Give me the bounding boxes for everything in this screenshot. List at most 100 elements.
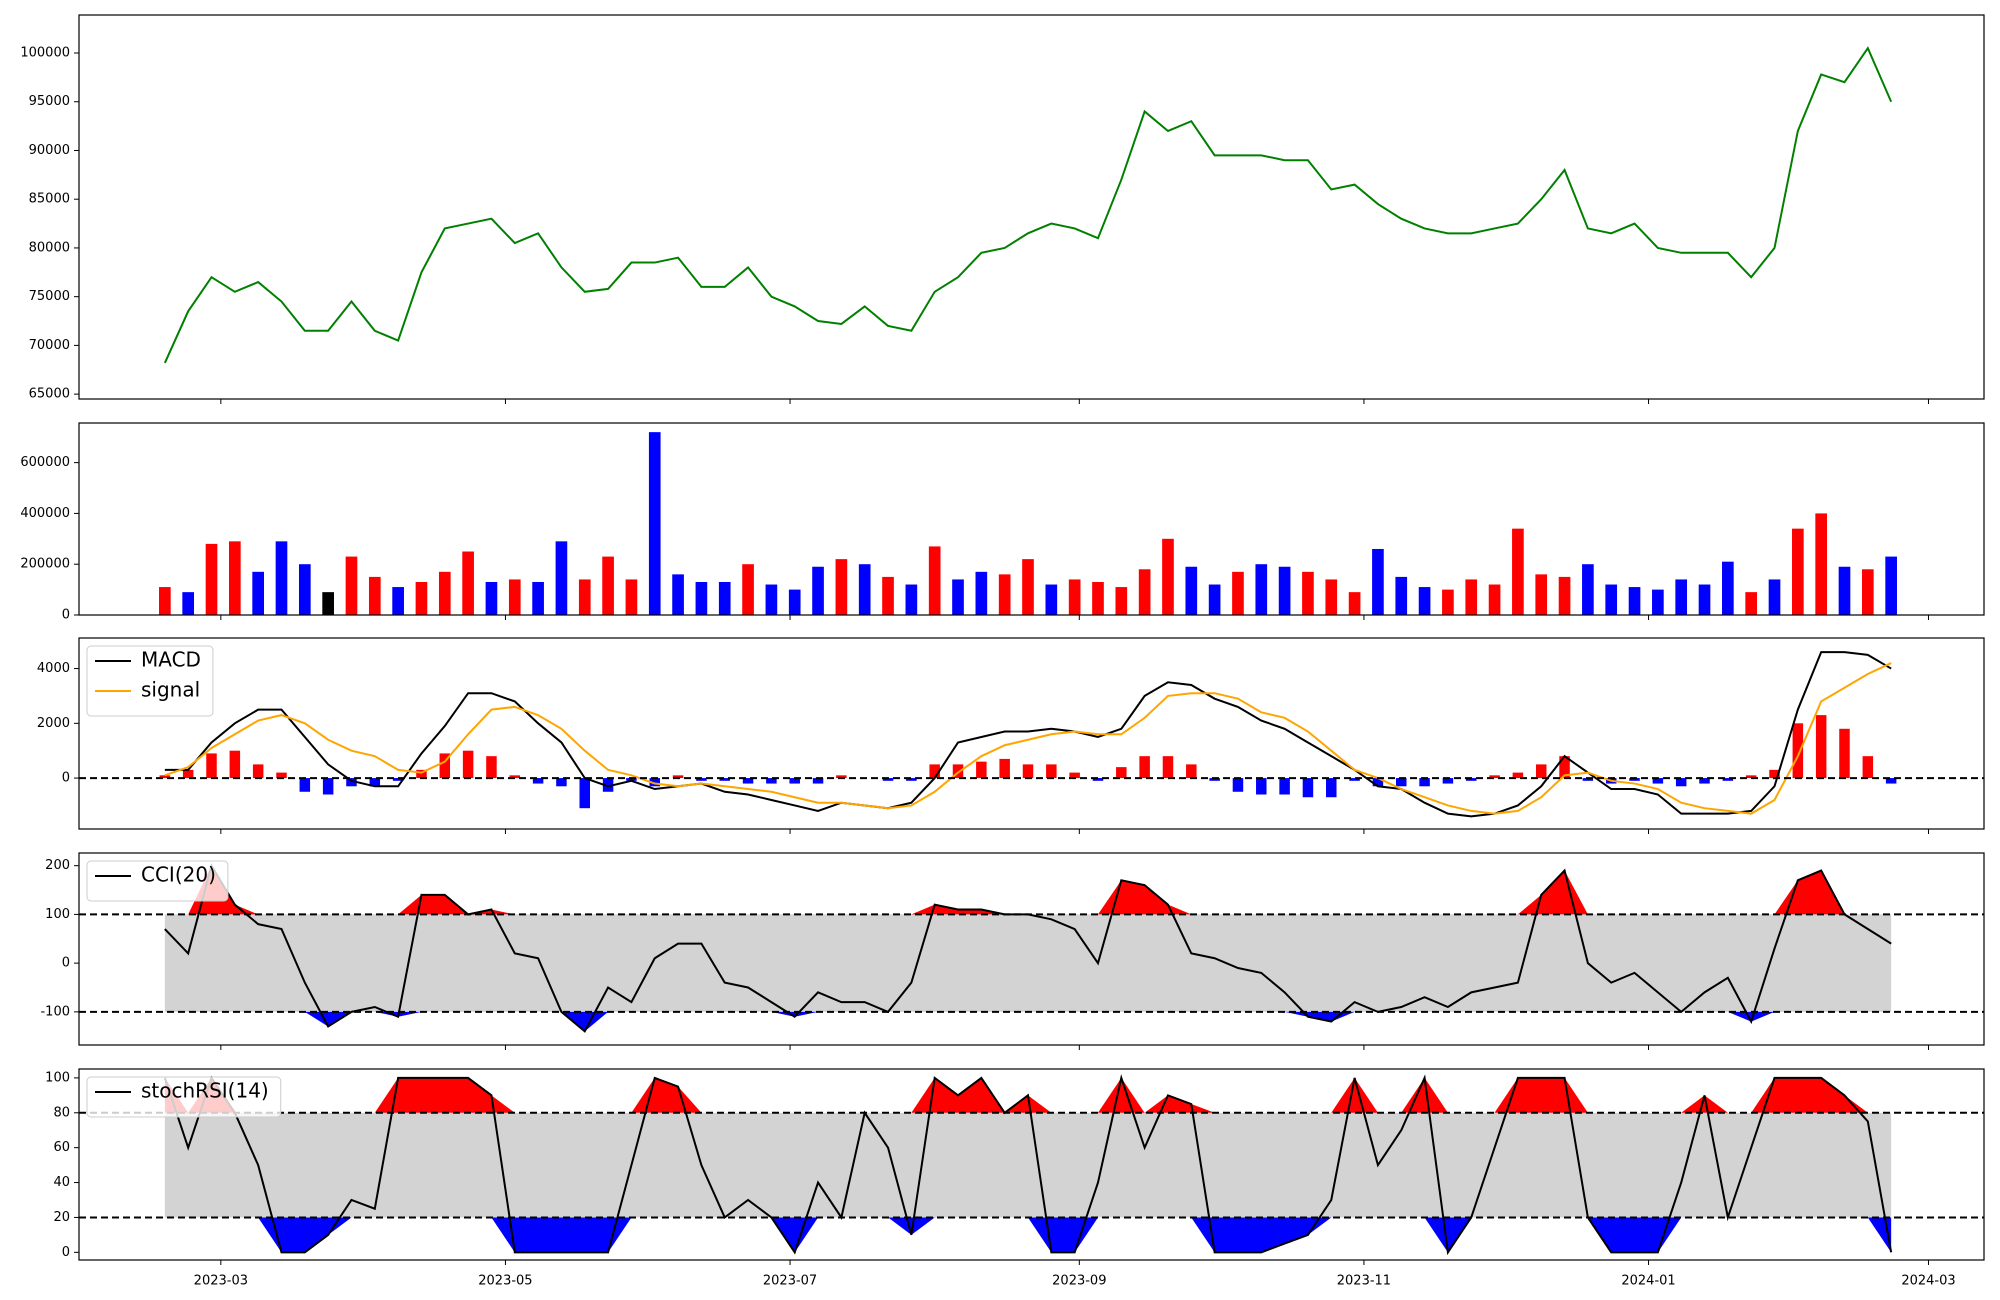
histogram-bar (252, 764, 264, 779)
volume-bar (952, 579, 964, 615)
histogram-bar (322, 778, 334, 795)
histogram-bar (346, 778, 357, 787)
y-tick-label: 75000 (29, 289, 70, 304)
histogram-bar (1302, 778, 1314, 798)
histogram-bar (836, 775, 847, 779)
volume-bar (159, 587, 171, 615)
volume-bar (672, 574, 684, 615)
series-line (164, 662, 1892, 815)
volume-bar (998, 574, 1011, 615)
volume-bar (1162, 538, 1174, 615)
volume-bar (1255, 564, 1268, 615)
volume-bar (392, 587, 404, 615)
volume-bar (252, 571, 264, 615)
histogram-bar (1022, 764, 1034, 779)
volume-bar (1302, 571, 1314, 615)
histogram-bar (1069, 772, 1080, 779)
histogram-bar (486, 756, 497, 779)
histogram-bar (1326, 778, 1337, 798)
volume-bar (345, 556, 358, 615)
histogram-bar (1186, 764, 1197, 779)
volume-bar (1208, 584, 1221, 615)
histogram-bar (1256, 778, 1267, 795)
panel-frame (78, 14, 1985, 400)
volume-bar (1675, 579, 1688, 615)
x-tick-label: 2024-03 (1901, 1274, 1955, 1289)
plot-area (79, 651, 1984, 818)
volume-bar (1325, 579, 1338, 615)
y-tick-label: 400000 (20, 506, 70, 521)
y-tick-label: 2000 (37, 716, 70, 731)
histogram-bar (229, 750, 241, 779)
volume-bar (1278, 566, 1291, 615)
plot-area (79, 1074, 1984, 1256)
legend: CCI(20) (86, 860, 229, 902)
histogram-bar (1046, 764, 1057, 779)
histogram-bar (789, 778, 800, 784)
volume-bar (1838, 566, 1851, 615)
overbought-fill (164, 865, 1892, 915)
x-tick-label: 2023-11 (1337, 1274, 1391, 1289)
histogram-bar (159, 775, 171, 779)
series-line (163, 1074, 1893, 1256)
plot-area (79, 863, 1984, 1033)
volume-bar (298, 564, 311, 615)
volume-bar (602, 556, 614, 615)
histogram-bar (1279, 778, 1290, 795)
histogram-bar (1162, 756, 1174, 779)
y-tick-label: 100 (45, 907, 70, 922)
histogram-bar (1722, 778, 1734, 781)
panel-frame (78, 637, 1985, 830)
volume-bar (742, 564, 754, 615)
y-tick-label: 4000 (37, 661, 70, 676)
y-tick-label: 200 (45, 858, 70, 873)
histogram-bar (509, 775, 521, 779)
volume-bar (1628, 587, 1641, 615)
histogram-bar (952, 764, 964, 779)
histogram-bar (602, 778, 614, 792)
x-tick-label: 2024-01 (1621, 1274, 1675, 1289)
y-tick-label: 0 (62, 1245, 70, 1260)
volume-bar (1372, 548, 1384, 615)
histogram-bar (532, 778, 544, 784)
volume-bar (1512, 528, 1524, 615)
volume-bar (1768, 579, 1781, 615)
histogram-bar (672, 775, 684, 779)
histogram-bar (1092, 778, 1104, 781)
legend-box (86, 1076, 282, 1118)
volume-bar (1395, 576, 1408, 615)
volume-bar (1092, 581, 1104, 615)
histogram-bar (1442, 778, 1454, 784)
volume-bar (438, 571, 451, 615)
legend-box (86, 860, 229, 902)
histogram-bar (1512, 772, 1524, 779)
histogram-bar (742, 778, 754, 784)
volume-bar (205, 543, 218, 615)
oversold-fill (164, 1011, 1892, 1032)
volume-bar (578, 579, 591, 615)
histogram-bar (299, 778, 311, 792)
volume-bar (1068, 579, 1081, 615)
y-tick-label: 80 (53, 1105, 70, 1120)
y-tick-label: 100000 (20, 46, 70, 61)
plot-area (159, 432, 1897, 615)
y-tick-label: 0 (62, 771, 70, 786)
x-tick-label: 2023-05 (478, 1274, 532, 1289)
histogram-bar (1489, 775, 1500, 779)
legend-label: CCI(20) (141, 863, 216, 887)
volume-bar (1605, 584, 1618, 615)
volume-bar (695, 581, 708, 615)
y-tick-label: -100 (40, 1004, 70, 1019)
histogram-bar (369, 778, 381, 787)
volume-bar (1698, 584, 1711, 615)
histogram-bar (392, 778, 404, 781)
y-tick-label: 80000 (29, 240, 70, 255)
histogram-bar (906, 778, 917, 781)
volume-bar (1045, 584, 1058, 615)
volume-bar (1885, 556, 1897, 615)
histogram-bar (1419, 778, 1430, 787)
histogram-bar (1465, 778, 1477, 781)
volume-bar (1348, 592, 1361, 615)
volume-bar (975, 571, 988, 615)
